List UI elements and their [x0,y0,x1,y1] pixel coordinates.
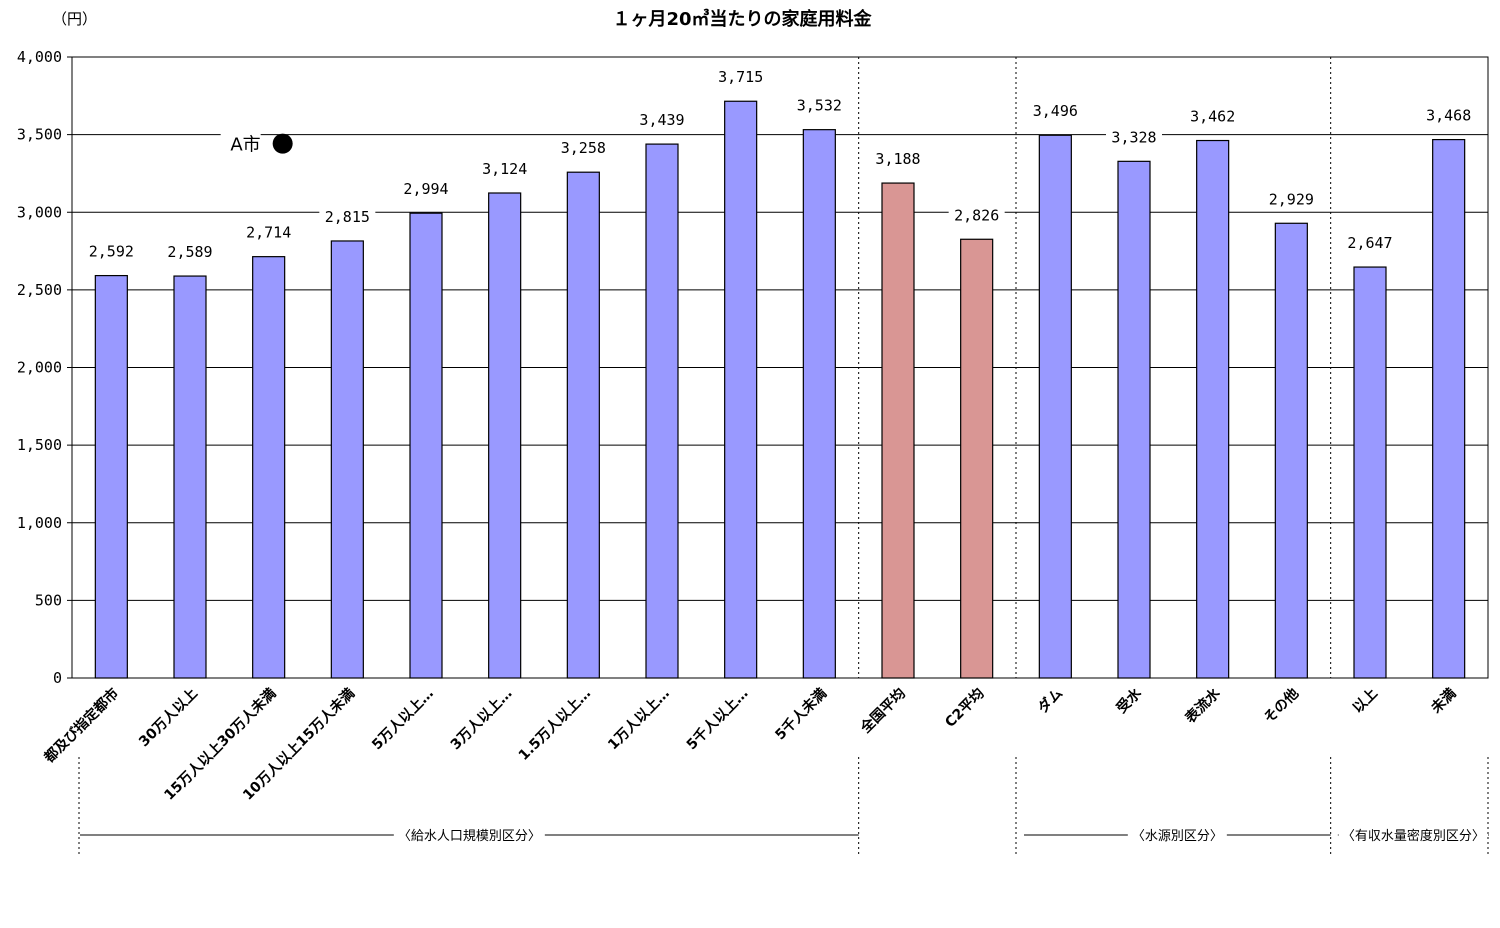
gridlines [72,56,1488,601]
category-label: 全国平均 [857,685,909,737]
data-label-bg [1106,128,1162,148]
annotation-marker [272,133,293,154]
data-label-bg [555,139,612,159]
y-tick-label: 1,500 [17,436,62,454]
data-label-bg [476,159,533,179]
bar [566,171,600,679]
plot-frame [71,56,1489,679]
data-label-bg [948,206,1005,226]
data-label: 2,714 [246,224,291,242]
y-tick-label: 500 [35,591,62,609]
bars: 2,592 2,589 2,714 2,815 2,994 3,124 3,258 3,439… [83,68,1477,679]
data-label-bg [1342,234,1398,254]
data-label: 2,815 [325,208,370,226]
category-label: 30万人以上 [135,685,200,750]
bar [252,256,286,679]
category-label: 1万人以上… [604,685,672,753]
y-tick-label: 4,000 [17,48,62,66]
data-label: 3,188 [875,150,920,168]
y-tick-label: 1,000 [17,514,62,532]
data-label-bg [162,243,218,263]
y-tick-label: 3,000 [17,203,62,221]
bar [94,274,128,679]
bar [960,238,994,679]
category-label: 3万人以上… [447,685,515,753]
bar [1038,134,1072,679]
data-label-bg [1184,107,1241,127]
category-label: 表流水 [1181,684,1224,727]
bar [173,275,207,679]
data-label-bg [83,242,140,262]
group-label: 〈有収水量密度別区分〉 [1342,828,1485,844]
data-label: 3,328 [1111,128,1156,146]
data-label: 3,496 [1033,102,1078,120]
y-tick-label: 0 [53,669,62,687]
group-label: 〈水源別区分〉 [1132,829,1223,844]
data-label-bg [240,223,297,243]
y-tick-label: 3,500 [17,126,62,144]
bar [1432,138,1466,679]
category-label: ダム [1034,685,1066,717]
data-label: 3,439 [639,111,684,129]
data-label: 2,994 [403,180,448,198]
group-labels: 〈給水人口規模別区分〉 〈水源別区分〉 〈有収水量密度別区分〉 [80,828,1489,844]
bar [1117,160,1151,679]
data-label-bg [319,207,376,227]
data-label: 3,715 [718,68,763,86]
category-label: 受水 [1113,684,1146,717]
category-label: 未満 [1428,685,1460,717]
data-label: 3,462 [1190,108,1235,126]
bar [881,182,915,679]
annotation: A市 [220,130,293,156]
data-label-bg [1027,102,1084,122]
data-label-bg [398,180,454,200]
y-axis: 0 500 1,000 1,500 2,000 2,500 3,000 3,500 4,000 [17,48,1489,687]
data-label-bg [870,150,926,170]
category-label: 5万人以上… [368,685,436,753]
category-label: C2平均 [942,685,988,731]
chart-title: １ヶ月20㎥当たりの家庭用料金 [612,8,872,30]
y-tick-label: 2,000 [17,359,62,377]
data-label: 2,826 [954,206,999,224]
data-label-bg [1263,190,1320,210]
data-label: 3,468 [1426,107,1471,125]
data-label: 2,929 [1269,190,1314,208]
data-label: 3,532 [797,97,842,115]
data-label: 3,258 [561,139,606,157]
data-label-bg [634,111,690,131]
bar [724,100,758,679]
category-label: 都及び指定都市 [40,685,122,767]
data-label: 2,589 [167,243,212,261]
category-label: 5千人未満 [772,685,831,744]
data-label: 2,647 [1347,234,1392,252]
data-label-bg [1420,106,1477,126]
bar [1196,139,1230,679]
data-label-bg [712,68,769,88]
bar [802,129,836,679]
bar [1274,222,1308,679]
category-label: その他 [1260,685,1302,727]
bar [1353,266,1387,679]
category-label: 以上 [1350,686,1381,717]
bar [645,143,679,679]
annotation-label: A市 [230,135,260,156]
group-label: 〈給水人口規模別区分〉 [398,829,541,844]
y-tick-label: 2,500 [17,281,62,299]
data-label: 3,124 [482,160,527,178]
annotation-bg [220,130,261,155]
bar [330,240,364,679]
bar [488,192,522,679]
bar [409,212,443,679]
y-unit-label: （円） [52,10,97,28]
data-label: 2,592 [89,243,134,261]
group-dividers [78,57,1489,855]
category-label: 1.5万人以上… [515,685,594,764]
data-label-bg [791,96,848,116]
category-label: 5千人以上… [683,685,751,753]
